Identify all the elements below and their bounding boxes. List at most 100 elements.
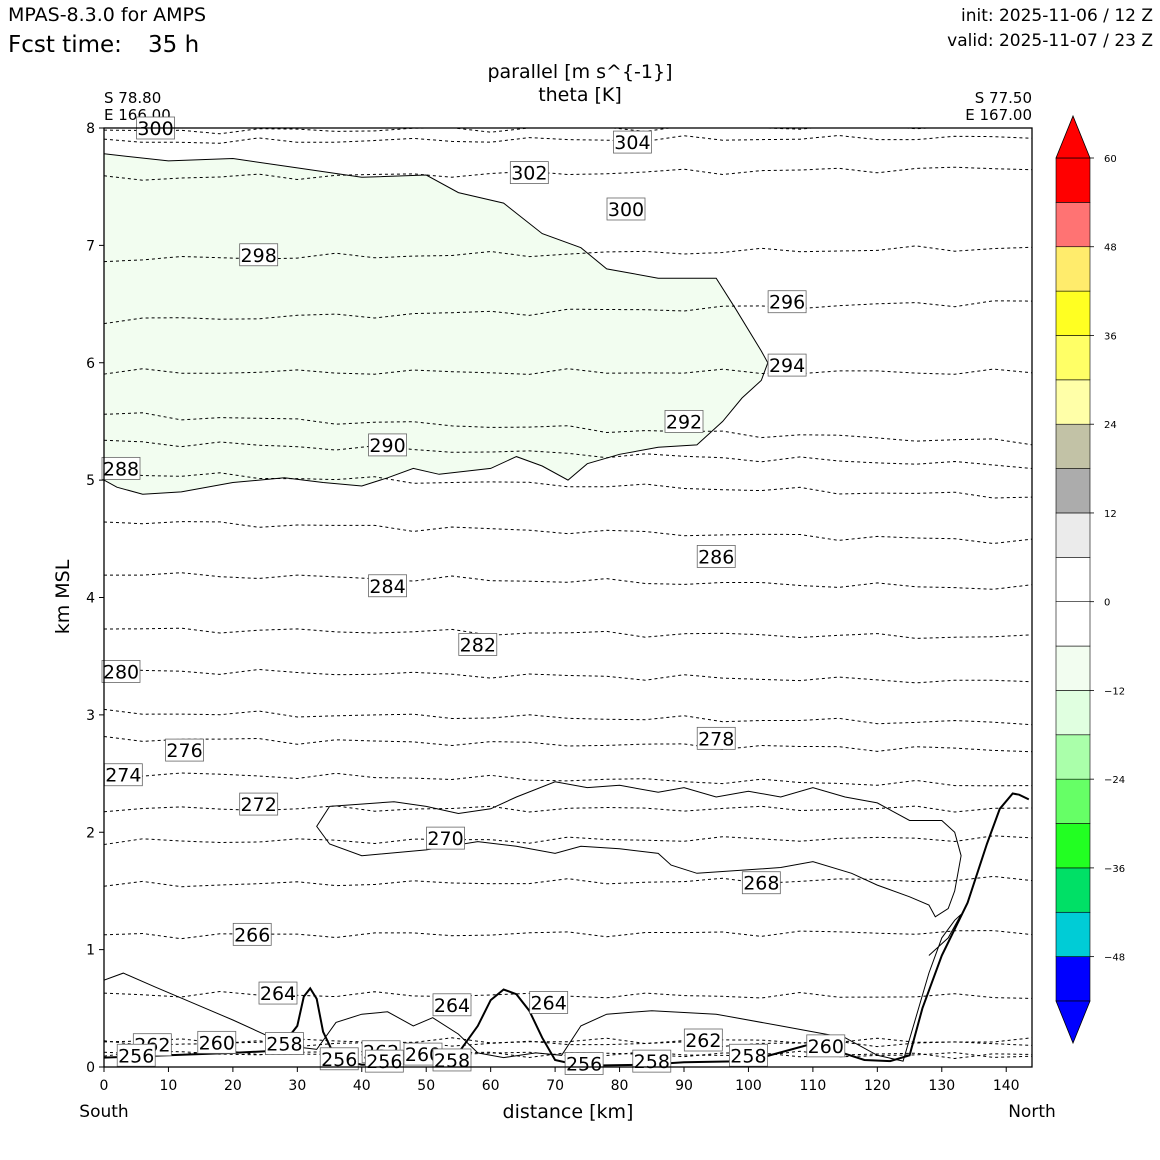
colorbar-tick-label: 24 xyxy=(1104,420,1117,431)
wind-contour-upper xyxy=(316,781,962,918)
theta-label: 260 xyxy=(806,1034,846,1058)
theta-contour-line xyxy=(104,572,1032,590)
colorbar-segment xyxy=(1055,335,1091,381)
theta-label-text: 264 xyxy=(434,995,470,1017)
chart-title-line2: theta [K] xyxy=(538,84,622,106)
theta-contour-line xyxy=(104,772,1032,787)
theta-label-text: 258 xyxy=(730,1045,766,1067)
theta-label-text: 294 xyxy=(769,355,805,377)
init-time: init: 2025-11-06 / 12 Z xyxy=(961,6,1153,26)
theta-label: 264 xyxy=(258,981,298,1005)
colorbar-segment xyxy=(1055,290,1091,336)
colorbar: 60 48 36 24 12 0 −12 −24 −36 −48 xyxy=(1055,114,1125,1045)
theta-label-text: 256 xyxy=(321,1049,357,1071)
x-tick-label: 10 xyxy=(160,1078,178,1094)
colorbar-segment xyxy=(1055,557,1091,602)
theta-label: 282 xyxy=(458,633,498,656)
theta-label-text: 260 xyxy=(808,1036,844,1058)
theta-label-text: 262 xyxy=(685,1030,721,1052)
theta-contour-line xyxy=(104,245,1032,263)
theta-label: 264 xyxy=(529,991,569,1014)
colorbar-tick-label: −12 xyxy=(1104,686,1125,697)
theta-label: 266 xyxy=(232,922,272,946)
theta-label-text: 268 xyxy=(743,873,779,895)
start-lat: S 78.80 xyxy=(104,89,161,107)
colorbar-tick-label: 48 xyxy=(1104,243,1117,254)
theta-label: 272 xyxy=(239,792,279,816)
theta-contour-line xyxy=(104,134,1032,144)
end-lon: E 167.00 xyxy=(965,106,1032,124)
y-tick-label: 0 xyxy=(86,1060,95,1076)
colorbar-tick-label: 36 xyxy=(1104,331,1117,342)
colorbar-segment xyxy=(1055,512,1091,558)
theta-label-text: 288 xyxy=(103,458,139,480)
x-tick-label: 80 xyxy=(611,1078,629,1094)
x-tick-label: 90 xyxy=(675,1078,693,1094)
y-tick-label: 7 xyxy=(86,238,95,254)
fcst-label: Fcst time: xyxy=(8,32,122,58)
theta-label-text: 296 xyxy=(769,292,805,314)
theta-label: 256 xyxy=(364,1049,404,1073)
colorbar-tick-label: 12 xyxy=(1104,509,1117,520)
x-tick-label: 60 xyxy=(482,1078,500,1094)
theta-contour-line xyxy=(104,627,1032,639)
theta-label-text: 256 xyxy=(566,1053,602,1075)
colorbar-segment xyxy=(1055,202,1091,248)
y-axis-label: km MSL xyxy=(52,559,74,634)
theta-label-text: 260 xyxy=(199,1032,235,1054)
theta-label: 290 xyxy=(368,433,407,457)
theta-label: 258 xyxy=(729,1043,768,1067)
x-tick-label: 110 xyxy=(800,1078,827,1094)
x-tick-label: 0 xyxy=(100,1078,109,1094)
colorbar-tick-label: −48 xyxy=(1104,953,1125,964)
colorbar-tick-label: 60 xyxy=(1104,154,1117,165)
theta-contour-line xyxy=(104,805,1032,813)
x-tick-label: 120 xyxy=(864,1078,891,1094)
theta-label-text: 258 xyxy=(266,1034,302,1056)
theta-label: 256 xyxy=(116,1043,156,1067)
theta-contour-line xyxy=(104,472,1032,499)
theta-contour-line xyxy=(104,412,1032,446)
theta-label: 284 xyxy=(368,574,407,598)
theta-contour-line xyxy=(104,166,1032,181)
theta-contour-line xyxy=(104,300,1032,325)
theta-contour-line xyxy=(104,439,1032,469)
theta-label-text: 282 xyxy=(460,634,496,656)
theta-label: 260 xyxy=(403,1042,443,1066)
theta-label-text: 298 xyxy=(241,245,277,267)
colorbar-segment xyxy=(1055,468,1091,514)
colorbar-tick-label: 0 xyxy=(1104,598,1110,609)
x-tick-label: 50 xyxy=(417,1078,435,1094)
x-tick-label: 140 xyxy=(993,1078,1020,1094)
theta-label-text: 264 xyxy=(260,983,296,1005)
x-tick-label: 40 xyxy=(353,1078,371,1094)
theta-contour-line xyxy=(104,930,1032,940)
theta-contours xyxy=(104,128,1032,1060)
shaded-region-outline xyxy=(104,153,769,495)
fcst-value: 35 h xyxy=(148,32,199,58)
y-tick-label: 3 xyxy=(86,708,95,724)
y-tick-label: 6 xyxy=(86,356,95,372)
theta-label: 256 xyxy=(564,1052,604,1075)
colorbar-segment xyxy=(1055,157,1091,203)
theta-contour-line xyxy=(104,835,1032,845)
x-tick-label: 100 xyxy=(735,1078,762,1094)
y-tick-label: 1 xyxy=(86,943,95,959)
theta-label-text: 280 xyxy=(103,661,139,683)
theta-contour-line xyxy=(104,1050,1032,1060)
theta-contour-line xyxy=(104,1037,1032,1045)
x-axis-ticks: 0 10 20 30 40 50 60 70 80 90 100 110 120 130 140 xyxy=(100,1067,1020,1094)
colorbar-segment xyxy=(1055,823,1091,869)
theta-contour-line xyxy=(104,875,1032,888)
colorbar-tick-label: −24 xyxy=(1104,775,1125,786)
colorbar-segment xyxy=(1055,690,1091,736)
theta-contour-line xyxy=(104,1040,1032,1048)
theta-label-text: 278 xyxy=(698,728,734,750)
x-tick-label: 70 xyxy=(546,1078,564,1094)
colorbar-segment xyxy=(1055,867,1091,913)
theta-label-text: 260 xyxy=(405,1044,441,1066)
theta-contour-line xyxy=(104,521,1032,545)
theta-label-text: 286 xyxy=(698,546,734,568)
theta-label: 298 xyxy=(239,243,279,267)
